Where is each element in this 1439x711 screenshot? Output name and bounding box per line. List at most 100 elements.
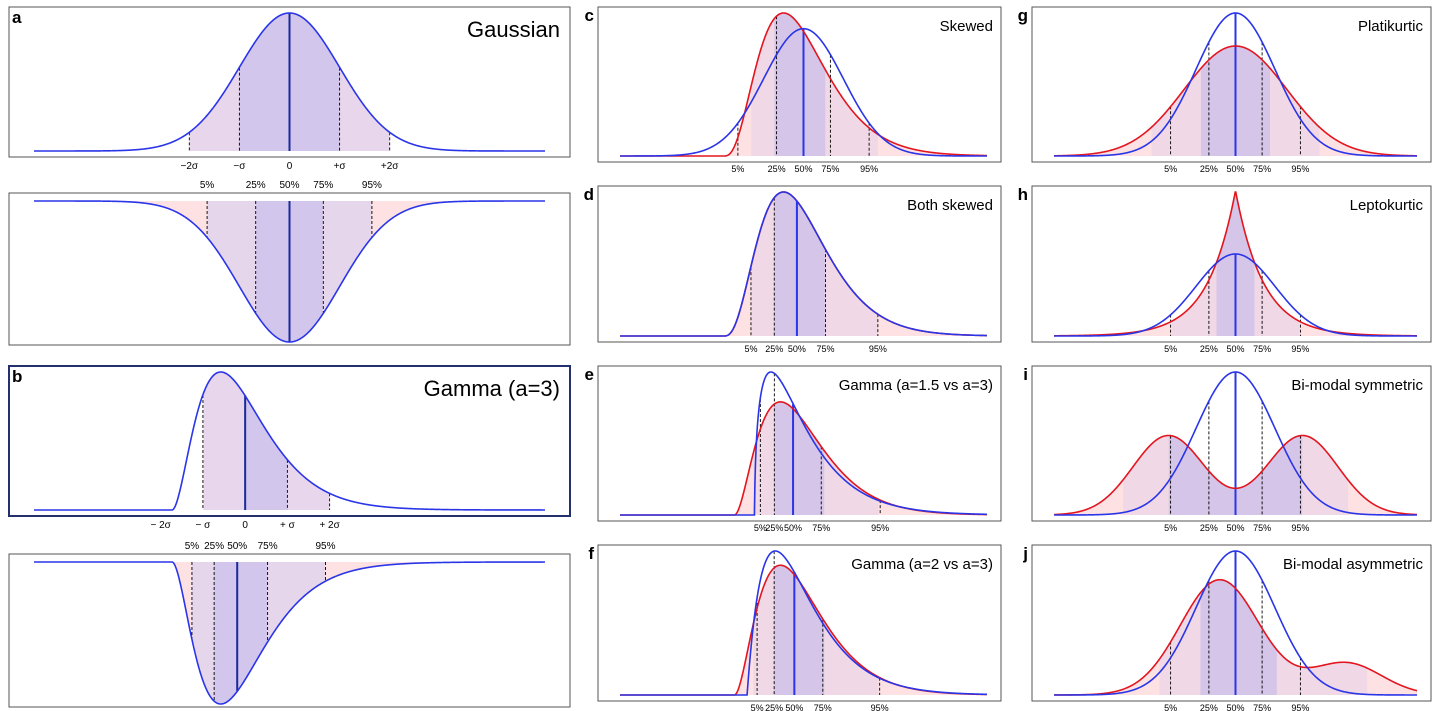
- tick-label: 25%: [1200, 523, 1218, 533]
- tick-label: 75%: [1253, 344, 1271, 354]
- comparison-curve: [1054, 578, 1418, 696]
- tick-label: 5%: [744, 344, 757, 354]
- sigma-tick-label: +σ: [334, 161, 347, 172]
- inverted-density-curve: [34, 561, 545, 705]
- tick-label: 75%: [821, 164, 839, 174]
- tick-label: 25%: [1200, 164, 1218, 174]
- reference-curve: [1054, 12, 1417, 157]
- panel-title: Bi-modal asymmetric: [1283, 556, 1424, 573]
- central-90-fill: [751, 192, 878, 336]
- tick-label: 25%: [1200, 344, 1218, 354]
- tick-label: 50%: [1226, 344, 1244, 354]
- sigma-tick-label: −2σ: [181, 161, 199, 172]
- central-90-fill: [753, 565, 879, 695]
- reference-curve: [620, 550, 988, 696]
- interquartile-fill: [774, 565, 825, 695]
- sigma-tick-label: + σ: [280, 520, 296, 531]
- panel-b-frame: [8, 365, 571, 517]
- reference-curve: [620, 27, 987, 157]
- panel-a-frame: [8, 6, 571, 158]
- tick-label: 95%: [871, 703, 889, 711]
- sigma-tick-label: + 2σ: [319, 520, 340, 531]
- comparison-curve: [1053, 434, 1418, 516]
- panel-g-frame: [1031, 6, 1432, 163]
- panel-letter: a: [12, 8, 22, 27]
- panel-letter: c: [585, 6, 594, 25]
- panel-title: Both skewed: [907, 197, 993, 214]
- tick-label: 95%: [860, 164, 878, 174]
- panel-letter: h: [1018, 185, 1028, 204]
- sigma-tick-label: 0: [242, 520, 248, 531]
- tick-label: 5%: [1164, 703, 1177, 711]
- panel-a-quantile-frame: [8, 192, 571, 346]
- central-90-fill: [751, 13, 878, 156]
- panel-letter: g: [1018, 6, 1028, 25]
- quantile-tick-label: 50%: [279, 180, 299, 191]
- reference-curve: [620, 191, 988, 337]
- tick-label: 75%: [1253, 523, 1271, 533]
- tick-label: 5%: [731, 164, 744, 174]
- inner-fill: [245, 396, 287, 510]
- tick-label: 5%: [754, 523, 767, 533]
- panel-i-frame: [1031, 365, 1432, 522]
- panel-title: Leptokurtic: [1350, 197, 1424, 214]
- tick-label: 5%: [751, 703, 764, 711]
- tick-label: 95%: [1291, 523, 1309, 533]
- reference-curve: [620, 371, 988, 516]
- panel-letter: d: [584, 185, 594, 204]
- sigma-tick-label: − σ: [196, 520, 212, 531]
- panel-title: Gamma (a=2 vs a=3): [851, 556, 993, 573]
- panel-letter: j: [1022, 544, 1028, 563]
- panel-title: Skewed: [940, 18, 993, 35]
- tick-label: 75%: [817, 344, 835, 354]
- tick-label: 50%: [794, 164, 812, 174]
- reference-curve: [1054, 371, 1417, 516]
- tick-label: 95%: [869, 344, 887, 354]
- tick-label: 50%: [785, 703, 803, 711]
- tick-label: 95%: [1291, 344, 1309, 354]
- tick-label: 75%: [812, 523, 830, 533]
- tick-label: 50%: [784, 523, 802, 533]
- panel-b-quantile-frame: [8, 553, 571, 708]
- tick-label: 25%: [765, 523, 783, 533]
- central-90-fill: [753, 401, 879, 515]
- panel-f-frame: [597, 544, 1002, 702]
- panel-title: Gamma (a=3): [424, 376, 560, 401]
- interquartile-fill: [1200, 579, 1277, 695]
- tick-label: 50%: [1226, 523, 1244, 533]
- comparison-curve: [1054, 191, 1417, 337]
- sigma-tick-label: − 2σ: [151, 520, 172, 531]
- panel-title: Bi-modal symmetric: [1291, 377, 1423, 394]
- quantile-tick-label: 5%: [200, 180, 215, 191]
- tick-label: 25%: [768, 164, 786, 174]
- quantile-tick-label: 25%: [204, 541, 224, 552]
- panel-e-frame: [597, 365, 1002, 522]
- central-90-fill: [1159, 579, 1368, 695]
- tick-label: 25%: [1200, 703, 1218, 711]
- tick-label: 75%: [1253, 164, 1271, 174]
- interquartile-fill: [774, 13, 826, 156]
- quantile-tick-label: 95%: [315, 541, 335, 552]
- quantile-tick-label: 50%: [227, 541, 247, 552]
- tick-label: 25%: [765, 344, 783, 354]
- quantile-tick-label: 5%: [185, 541, 200, 552]
- density-curve: [34, 371, 545, 511]
- interquartile-fill: [774, 401, 825, 515]
- comparison-curve: [1053, 45, 1418, 157]
- quantile-tick-label: 25%: [246, 180, 266, 191]
- comparison-fill: [1054, 435, 1417, 515]
- tick-label: 5%: [1164, 523, 1177, 533]
- density-curve: [34, 12, 545, 152]
- reference-curve: [1054, 253, 1417, 337]
- tick-label: 95%: [1291, 703, 1309, 711]
- quantile-tick-label: 75%: [258, 541, 278, 552]
- panel-letter: e: [585, 365, 594, 384]
- sigma-tick-label: +2σ: [381, 161, 399, 172]
- quantile-tick-label: 95%: [362, 180, 382, 191]
- panel-title: Platikurtic: [1358, 18, 1424, 35]
- tick-label: 50%: [1226, 164, 1244, 174]
- reference-curve: [1054, 550, 1417, 696]
- tick-label: 95%: [1291, 164, 1309, 174]
- panel-h-frame: [1031, 185, 1432, 343]
